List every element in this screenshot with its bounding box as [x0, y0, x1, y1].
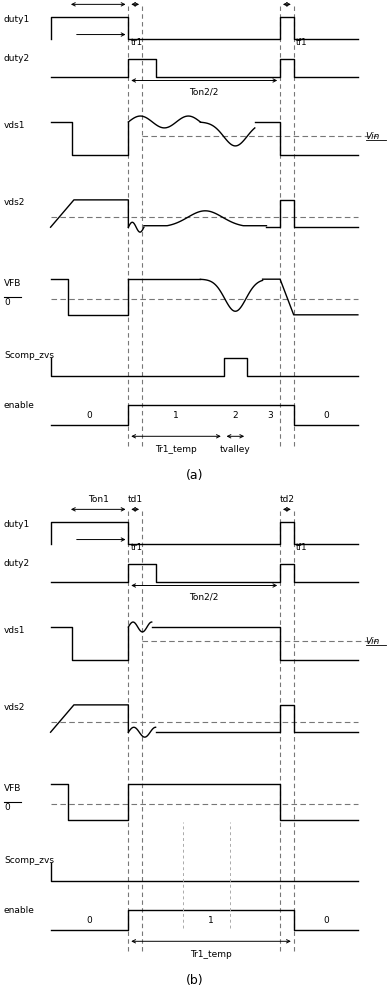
Text: tr1: tr1	[130, 543, 142, 552]
Text: duty2: duty2	[4, 559, 30, 568]
Text: Scomp_zvs: Scomp_zvs	[4, 856, 54, 865]
Text: duty2: duty2	[4, 54, 30, 63]
Text: (a): (a)	[186, 469, 203, 482]
Text: 0: 0	[87, 916, 92, 925]
Text: Tr1_temp: Tr1_temp	[155, 445, 197, 454]
Text: Vin: Vin	[366, 637, 380, 646]
Text: (b): (b)	[186, 974, 203, 987]
Text: Ton1: Ton1	[88, 495, 109, 504]
Text: tvalley: tvalley	[220, 445, 251, 454]
Text: tr1: tr1	[130, 38, 142, 47]
Text: Scomp_zvs: Scomp_zvs	[4, 351, 54, 360]
Text: enable: enable	[4, 401, 35, 410]
Text: 1: 1	[173, 411, 179, 420]
Text: 0: 0	[4, 803, 10, 812]
Text: vds1: vds1	[4, 121, 25, 130]
Text: 0: 0	[4, 298, 10, 307]
Text: td1: td1	[128, 495, 143, 504]
Text: Ton2/2: Ton2/2	[189, 593, 219, 602]
Text: 3: 3	[268, 411, 273, 420]
Text: VFB: VFB	[4, 279, 21, 288]
Text: 2: 2	[233, 411, 238, 420]
Text: 0: 0	[323, 411, 329, 420]
Text: Vin: Vin	[366, 132, 380, 141]
Text: duty1: duty1	[4, 15, 30, 24]
Text: vds2: vds2	[4, 703, 25, 712]
Text: tf1: tf1	[296, 543, 307, 552]
Text: tf1: tf1	[296, 38, 307, 47]
Text: vds1: vds1	[4, 626, 25, 635]
Text: duty1: duty1	[4, 520, 30, 529]
Text: 0: 0	[323, 916, 329, 925]
Text: vds2: vds2	[4, 198, 25, 207]
Text: td2: td2	[279, 495, 294, 504]
Text: enable: enable	[4, 906, 35, 915]
Text: VFB: VFB	[4, 784, 21, 793]
Text: Ton2/2: Ton2/2	[189, 88, 219, 97]
Text: 1: 1	[208, 916, 214, 925]
Text: Tr1_temp: Tr1_temp	[190, 950, 232, 959]
Text: 0: 0	[87, 411, 92, 420]
